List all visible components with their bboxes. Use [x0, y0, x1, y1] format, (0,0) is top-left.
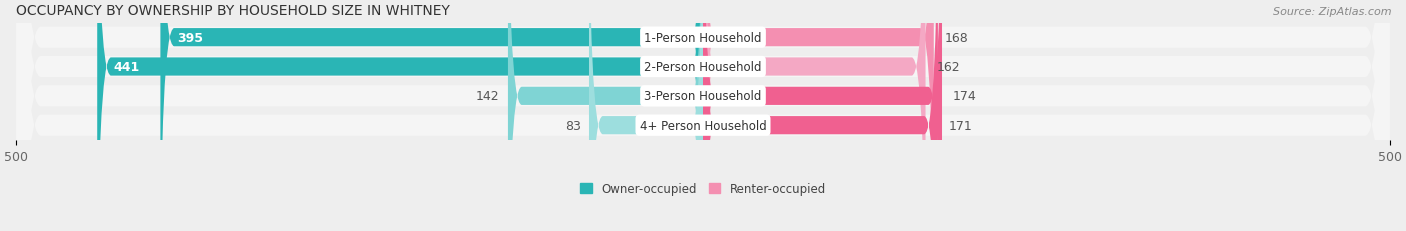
FancyBboxPatch shape	[97, 0, 703, 231]
Text: 2-Person Household: 2-Person Household	[644, 61, 762, 74]
Text: 4+ Person Household: 4+ Person Household	[640, 119, 766, 132]
Text: Source: ZipAtlas.com: Source: ZipAtlas.com	[1274, 7, 1392, 17]
FancyBboxPatch shape	[589, 0, 703, 231]
FancyBboxPatch shape	[703, 0, 938, 231]
Text: 83: 83	[565, 119, 581, 132]
Text: 3-Person Household: 3-Person Household	[644, 90, 762, 103]
FancyBboxPatch shape	[160, 0, 703, 231]
Text: 395: 395	[177, 31, 202, 45]
Text: 1-Person Household: 1-Person Household	[644, 31, 762, 45]
Text: 174: 174	[953, 90, 977, 103]
Legend: Owner-occupied, Renter-occupied: Owner-occupied, Renter-occupied	[579, 182, 827, 195]
FancyBboxPatch shape	[508, 0, 703, 231]
Text: 142: 142	[477, 90, 499, 103]
FancyBboxPatch shape	[703, 0, 934, 231]
FancyBboxPatch shape	[703, 0, 925, 231]
FancyBboxPatch shape	[15, 0, 1391, 231]
Text: 168: 168	[945, 31, 969, 45]
Text: 171: 171	[949, 119, 973, 132]
Text: 162: 162	[936, 61, 960, 74]
FancyBboxPatch shape	[15, 0, 1391, 231]
Text: OCCUPANCY BY OWNERSHIP BY HOUSEHOLD SIZE IN WHITNEY: OCCUPANCY BY OWNERSHIP BY HOUSEHOLD SIZE…	[15, 4, 450, 18]
FancyBboxPatch shape	[15, 0, 1391, 231]
FancyBboxPatch shape	[15, 0, 1391, 231]
FancyBboxPatch shape	[703, 0, 942, 231]
Text: 441: 441	[114, 61, 141, 74]
